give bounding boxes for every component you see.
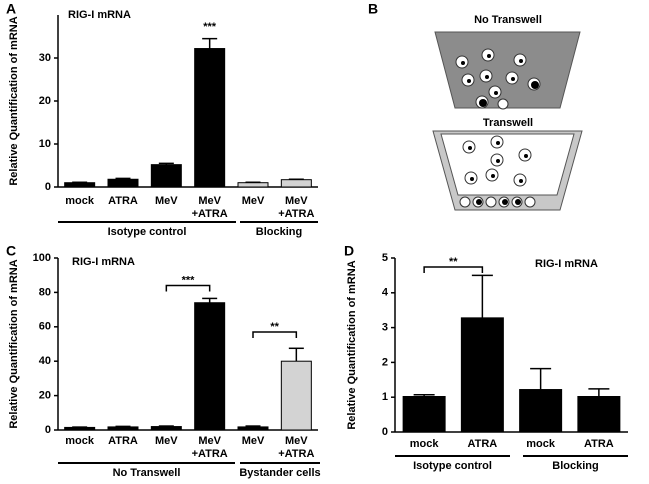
chart-panel: C RIG-I mRNA Relative Quantification of mR… bbox=[6, 243, 321, 479]
error-bar bbox=[245, 425, 261, 427]
y-tick-label: 40 bbox=[39, 355, 51, 367]
y-tick-label: 80 bbox=[39, 286, 51, 298]
significance-bracket bbox=[165, 284, 211, 292]
x-tick-label: mock bbox=[65, 195, 95, 207]
group-label: Blocking bbox=[552, 460, 598, 472]
y-tick-label: 10 bbox=[39, 138, 51, 150]
panel-label: C bbox=[6, 243, 16, 259]
group-label: Isotype control bbox=[108, 226, 187, 238]
x-tick-label: ATRA bbox=[468, 438, 498, 450]
chart-title: RIG-I mRNA bbox=[535, 258, 598, 270]
x-tick-label: MeV bbox=[198, 195, 221, 207]
error-bar bbox=[202, 297, 218, 303]
group-label: Bystander cells bbox=[239, 467, 320, 479]
y-axis-label: Relative Quantification of mRNA bbox=[8, 259, 20, 428]
bar bbox=[460, 317, 504, 433]
chart-title: RIG-I mRNA bbox=[68, 9, 131, 21]
error-bar bbox=[288, 347, 304, 362]
y-tick-label: 20 bbox=[39, 390, 51, 402]
x-tick-label: ATRA bbox=[108, 435, 138, 447]
bar bbox=[280, 360, 312, 431]
error-bar bbox=[202, 37, 218, 49]
bar bbox=[402, 396, 446, 433]
y-tick-label: 2 bbox=[382, 356, 388, 368]
chart-panel: D RIG-I mRNA Relative Quantification of mR… bbox=[344, 243, 628, 472]
y-axis-label: Relative Quantification of mRNA bbox=[8, 16, 20, 185]
chart-title: RIG-I mRNA bbox=[72, 256, 135, 268]
group-label: Blocking bbox=[256, 226, 302, 238]
significance-label: *** bbox=[182, 274, 196, 286]
y-tick-label: 0 bbox=[382, 426, 388, 438]
x-tick-label: mock bbox=[65, 435, 95, 447]
x-tick-label: ATRA bbox=[108, 195, 138, 207]
significance-label: ** bbox=[449, 256, 458, 268]
x-tick-label: MeV bbox=[285, 435, 308, 447]
bar bbox=[150, 426, 182, 431]
x-tick-label: MeV bbox=[155, 195, 178, 207]
error-bar bbox=[115, 177, 131, 180]
significance-bracket bbox=[252, 331, 298, 338]
y-tick-label: 100 bbox=[33, 252, 51, 264]
bar bbox=[194, 48, 226, 188]
bar bbox=[194, 302, 226, 431]
bar bbox=[64, 182, 96, 188]
nuclei bbox=[468, 141, 528, 205]
panel-label: B bbox=[368, 1, 378, 17]
insert bbox=[440, 133, 575, 196]
significance-bracket bbox=[423, 266, 484, 274]
diagram-b: B No Transwell Transwell bbox=[368, 1, 583, 211]
x-tick-label: +ATRA bbox=[278, 448, 314, 460]
y-tick-label: 4 bbox=[382, 287, 389, 299]
y-tick-label: 20 bbox=[39, 95, 51, 107]
bar bbox=[280, 179, 312, 188]
bar bbox=[237, 426, 269, 431]
significance-label: *** bbox=[203, 21, 217, 33]
well bbox=[434, 31, 581, 109]
error-bar bbox=[413, 394, 435, 397]
cells bbox=[455, 48, 541, 110]
y-tick-label: 5 bbox=[382, 252, 388, 264]
significance-label: ** bbox=[270, 321, 279, 333]
x-tick-label: MeV bbox=[155, 435, 178, 447]
bar bbox=[150, 164, 182, 188]
diagram-label: No Transwell bbox=[474, 14, 542, 26]
diagram-label: Transwell bbox=[483, 117, 533, 129]
error-bar bbox=[588, 388, 610, 397]
x-tick-label: mock bbox=[526, 438, 556, 450]
nuclei bbox=[461, 54, 539, 107]
error-bar bbox=[158, 162, 174, 165]
x-tick-label: +ATRA bbox=[192, 448, 228, 460]
x-tick-label: mock bbox=[410, 438, 440, 450]
y-tick-label: 3 bbox=[382, 322, 388, 334]
bar bbox=[237, 182, 269, 188]
error-bar bbox=[530, 367, 552, 390]
y-tick-label: 0 bbox=[45, 424, 51, 436]
y-tick-label: 30 bbox=[39, 52, 51, 64]
x-tick-label: MeV bbox=[285, 195, 308, 207]
x-tick-label: +ATRA bbox=[192, 208, 228, 220]
x-tick-label: MeV bbox=[242, 435, 265, 447]
y-tick-label: 60 bbox=[39, 321, 51, 333]
y-axis-label: Relative Quantification of mRNA bbox=[346, 260, 358, 429]
y-tick-label: 0 bbox=[45, 181, 51, 193]
x-tick-label: +ATRA bbox=[278, 208, 314, 220]
panel-label: D bbox=[344, 243, 354, 259]
error-bar bbox=[158, 425, 174, 427]
x-tick-label: MeV bbox=[242, 195, 265, 207]
error-bar bbox=[471, 274, 493, 318]
chart-panel: A RIG-I mRNA Relative Quantification of mR… bbox=[6, 1, 318, 238]
x-tick-label: ATRA bbox=[584, 438, 614, 450]
y-tick-label: 1 bbox=[382, 391, 388, 403]
bar bbox=[107, 426, 139, 431]
bar bbox=[577, 396, 621, 433]
bar bbox=[519, 389, 563, 433]
group-label: No Transwell bbox=[113, 467, 181, 479]
error-bar bbox=[115, 425, 131, 428]
group-label: Isotype control bbox=[413, 460, 492, 472]
panel-label: A bbox=[6, 1, 16, 17]
x-tick-label: MeV bbox=[198, 435, 221, 447]
bar bbox=[107, 178, 139, 188]
